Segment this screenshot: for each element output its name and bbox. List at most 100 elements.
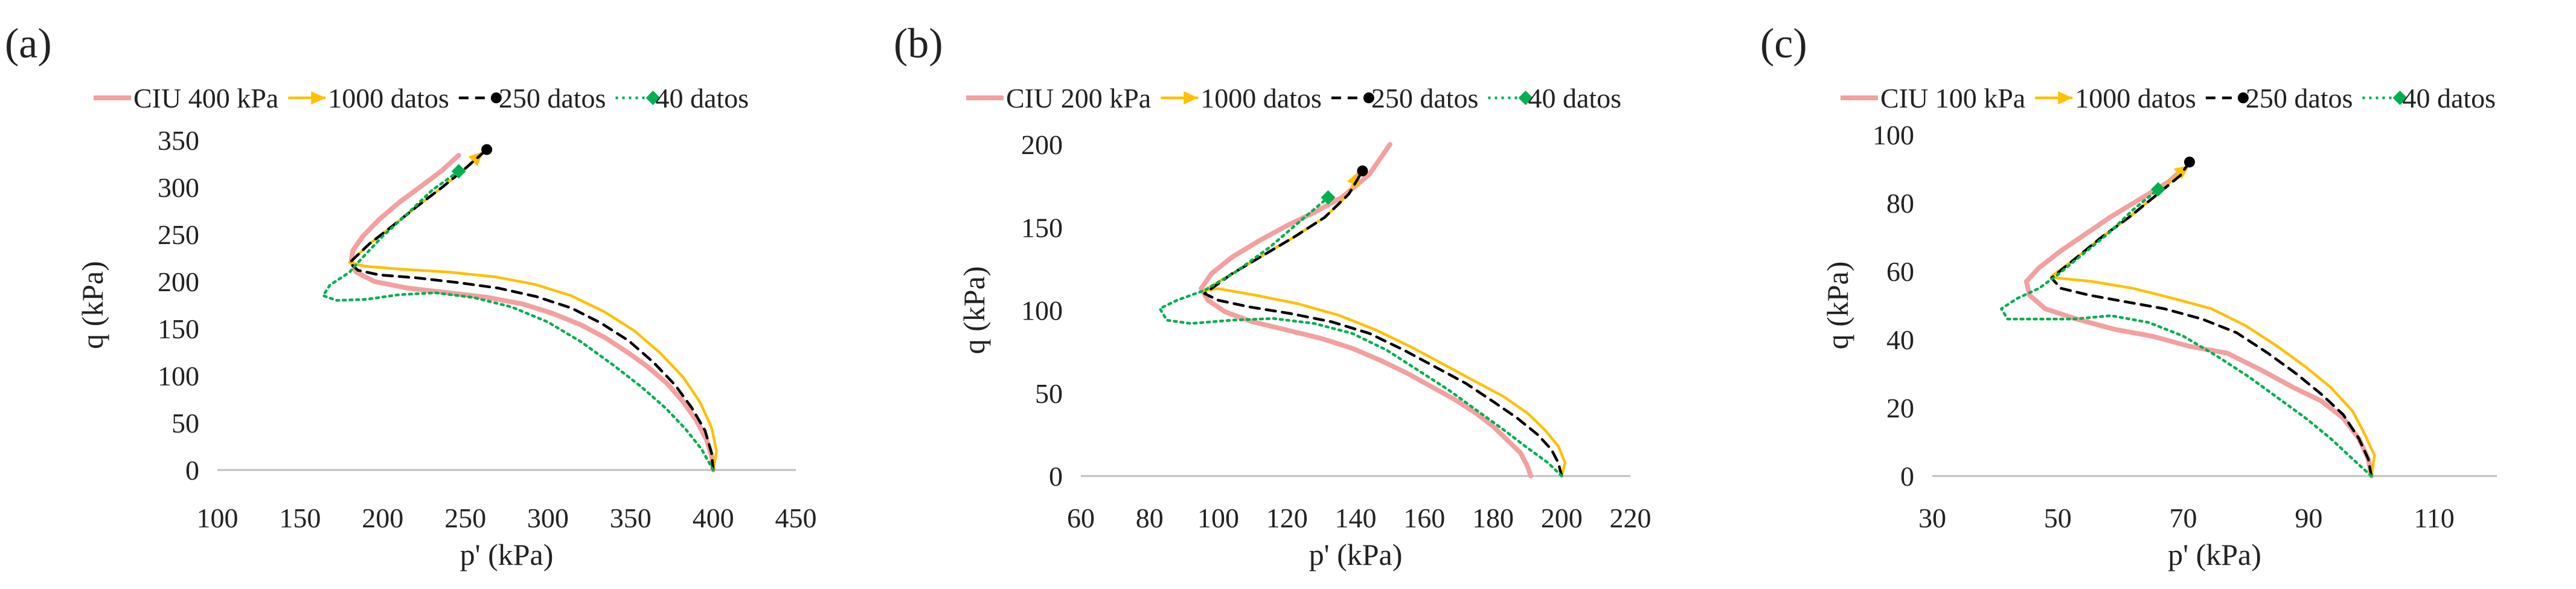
panel-label: (b) [894, 21, 943, 67]
legend-item-ciu-200-kpa: CIU 200 kPa [966, 83, 1151, 114]
y-tick-label: 0 [185, 455, 199, 486]
y-tick-label: 80 [1886, 188, 1914, 219]
y-tick-label: 60 [1886, 256, 1914, 287]
panel-label: (c) [1760, 21, 1807, 67]
series-line-40-datos [321, 170, 715, 472]
chart-panel-2: (b) CIU 200 kPa 1000 datos 250 datos 40 dato… [894, 21, 1652, 571]
legend: CIU 200 kPa 1000 datos 250 datos 40 datos [966, 83, 1621, 114]
legend-item-1000-datos: 1000 datos [2035, 83, 2196, 114]
x-tick-label: 30 [1918, 503, 1946, 533]
x-tick-label: 450 [775, 503, 817, 533]
series-end-marker-250-datos [2184, 156, 2195, 168]
series-end-marker-40-datos [2151, 182, 2165, 197]
y-tick-label: 250 [158, 219, 199, 250]
panel-label: (a) [5, 21, 52, 67]
legend-marker-diamond-icon [2392, 91, 2408, 105]
legend-label-40-datos: 40 datos [2402, 83, 2496, 114]
y-tick-label: 300 [158, 172, 199, 203]
y-tick-label: 350 [158, 125, 199, 156]
series-line-40-datos [2000, 188, 2373, 478]
legend-label-40-datos: 40 datos [1528, 83, 1621, 114]
legend-item-250-datos: 250 datos [2205, 83, 2353, 114]
y-axis-title: q (kPa) [957, 266, 991, 355]
x-tick-label: 200 [362, 503, 403, 533]
x-tick-label: 120 [1266, 503, 1308, 533]
x-tick-label: 80 [1136, 503, 1164, 533]
series-end-marker-250-datos [1357, 165, 1368, 176]
legend-label-1000-datos: 1000 datos [2075, 83, 2196, 114]
legend-item-250-datos: 250 datos [458, 83, 606, 114]
x-axis-title: p' (kPa) [2168, 538, 2261, 571]
series-end-marker-40-datos [451, 164, 466, 179]
y-tick-label: 50 [1035, 378, 1063, 409]
series-end-marker-250-datos [481, 144, 493, 155]
legend-marker-dot-icon [2237, 92, 2249, 103]
legend-item-250-datos: 250 datos [1331, 83, 1479, 114]
legend-marker-arrow-icon [1184, 91, 1199, 105]
series-line-ciu-100-kpa [2023, 166, 2374, 478]
legend-marker-diamond-icon [646, 91, 661, 105]
x-tick-label: 100 [1197, 503, 1239, 533]
legend-item-40-datos: 40 datos [1488, 83, 1621, 114]
chart-panel-1: (a) CIU 400 kPa 1000 datos 250 datos 40 dato… [5, 21, 817, 571]
x-tick-label: 350 [610, 503, 652, 533]
legend-marker-diamond-icon [1518, 91, 1533, 105]
y-tick-label: 100 [1021, 295, 1063, 326]
y-tick-label: 100 [1873, 120, 1914, 150]
legend-item-40-datos: 40 datos [2362, 83, 2496, 114]
legend-label-ciu-200-kpa: CIU 200 kPa [1006, 83, 1151, 114]
series-end-marker-40-datos [1321, 190, 1336, 205]
x-tick-label: 70 [2170, 503, 2197, 533]
legend-item-40-datos: 40 datos [615, 83, 749, 114]
y-axis-title: q (kPa) [1821, 262, 1854, 350]
legend-item-1000-datos: 1000 datos [1161, 83, 1322, 114]
y-axis-title: q (kPa) [75, 261, 109, 349]
series-line-ciu-400-kpa [348, 153, 716, 472]
legend-item-1000-datos: 1000 datos [288, 83, 449, 114]
series-line-1000-datos [2050, 164, 2376, 478]
legend-label-ciu-400-kpa: CIU 400 kPa [133, 83, 278, 114]
legend-label-250-datos: 250 datos [2246, 83, 2353, 114]
legend-label-ciu-100-kpa: CIU 100 kPa [1880, 83, 2025, 114]
x-tick-label: 150 [279, 503, 321, 533]
y-tick-label: 0 [1900, 461, 1914, 492]
legend-item-ciu-100-kpa: CIU 100 kPa [1841, 83, 2025, 114]
legend-item-ciu-400-kpa: CIU 400 kPa [94, 83, 278, 114]
y-tick-label: 100 [158, 361, 199, 391]
x-tick-label: 180 [1472, 503, 1514, 533]
y-tick-label: 50 [171, 408, 199, 439]
legend-label-40-datos: 40 datos [655, 83, 749, 114]
series-line-250-datos [1203, 169, 1563, 478]
series-line-250-datos [2050, 160, 2373, 478]
y-tick-label: 40 [1886, 324, 1914, 355]
x-axis-title: p' (kPa) [460, 538, 554, 571]
x-tick-label: 50 [2044, 503, 2072, 533]
x-tick-label: 100 [197, 503, 239, 533]
legend: CIU 400 kPa 1000 datos 250 datos 40 datos [94, 83, 749, 114]
series-line-40-datos [1158, 196, 1563, 478]
legend-label-250-datos: 250 datos [499, 83, 606, 114]
x-tick-label: 200 [1541, 503, 1583, 533]
legend-label-1000-datos: 1000 datos [328, 83, 449, 114]
x-tick-label: 90 [2295, 503, 2322, 533]
y-tick-label: 0 [1049, 461, 1063, 492]
legend-label-1000-datos: 1000 datos [1200, 83, 1322, 114]
y-tick-label: 20 [1886, 393, 1914, 423]
y-tick-label: 150 [1021, 212, 1063, 243]
x-tick-label: 140 [1335, 503, 1377, 533]
x-axis-title: p' (kPa) [1309, 538, 1403, 571]
x-tick-label: 300 [527, 503, 569, 533]
x-tick-label: 250 [444, 503, 486, 533]
legend-marker-dot-icon [1363, 92, 1374, 103]
series-line-ciu-200-kpa [1199, 142, 1534, 478]
legend-marker-dot-icon [490, 92, 502, 103]
y-tick-label: 200 [1021, 129, 1063, 160]
x-tick-label: 220 [1610, 503, 1652, 533]
x-tick-label: 400 [693, 503, 734, 533]
y-tick-label: 150 [158, 314, 199, 344]
legend-marker-arrow-icon [311, 91, 326, 105]
legend-label-250-datos: 250 datos [1371, 83, 1479, 114]
x-tick-label: 160 [1403, 503, 1445, 533]
chart-panel-3: (c) CIU 100 kPa 1000 datos 250 datos 40 dato… [1760, 21, 2497, 571]
y-tick-label: 200 [158, 266, 199, 297]
